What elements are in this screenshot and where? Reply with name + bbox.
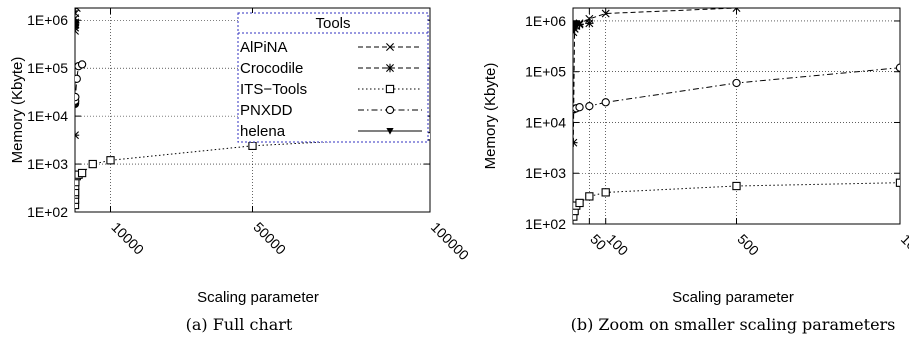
data-point-its-tools bbox=[585, 192, 594, 201]
y-axis-label: Memory (Kbyte) bbox=[482, 63, 499, 170]
y-tick-label: 1E+06 bbox=[27, 12, 68, 28]
x-tick-label: 50000 bbox=[250, 219, 289, 258]
chart-panel-full: 1E+02 1E+03 1E+04 1E+05 1E+06 10000 50000 10000… bbox=[9, 7, 472, 334]
data-point-its-tools bbox=[77, 168, 87, 178]
legend-label-crocodile: Crocodile bbox=[240, 60, 303, 77]
y-tick-label: 1E+06 bbox=[525, 13, 566, 29]
legend-marker-its-tools bbox=[385, 84, 395, 94]
data-point-its-tools bbox=[106, 156, 115, 165]
x-tick-label: 500 bbox=[734, 231, 762, 259]
data-point-pnxdd bbox=[732, 78, 741, 88]
data-point-pnxdd bbox=[585, 101, 594, 111]
data-point-pnxdd bbox=[77, 60, 87, 69]
data-point-crocodile bbox=[585, 19, 594, 28]
series-line-pnxdd bbox=[573, 67, 900, 110]
series-line-crocodile bbox=[573, 22, 590, 143]
data-point-pnxdd bbox=[601, 98, 610, 107]
legend-label-pnxdd: PNXDD bbox=[240, 102, 293, 119]
legend-box bbox=[237, 12, 429, 143]
x-axis-label: Scaling parameter bbox=[672, 289, 794, 306]
y-tick-label: 1E+02 bbox=[525, 216, 566, 232]
data-point-crocodile bbox=[575, 20, 584, 29]
legend-marker-pnxdd bbox=[385, 105, 395, 115]
series-layer bbox=[75, 8, 430, 210]
y-tick-label: 1E+04 bbox=[525, 114, 566, 130]
x-tick-label: 100 bbox=[604, 231, 632, 259]
y-tick-label: 1E+03 bbox=[525, 165, 566, 181]
data-point-helena bbox=[75, 19, 79, 27]
x-tick-label: 1000 bbox=[898, 231, 909, 264]
y-tick-label: 1E+05 bbox=[525, 64, 566, 80]
data-point-crocodile bbox=[573, 138, 578, 147]
legend-label-helena: helena bbox=[240, 123, 286, 140]
y-tick-label: 1E+05 bbox=[27, 60, 68, 76]
data-point-pnxdd bbox=[75, 74, 81, 83]
series-line-its-tools bbox=[573, 182, 900, 217]
panel-caption: (a) Full chart bbox=[186, 315, 293, 334]
data-point-its-tools bbox=[601, 188, 610, 197]
legend-label-its-tools: ITS−Tools bbox=[240, 81, 307, 98]
data-point-crocodile bbox=[75, 130, 80, 140]
series-layer bbox=[573, 8, 900, 221]
legend-title: Tools bbox=[315, 15, 350, 32]
y-tick-label: 1E+04 bbox=[27, 108, 68, 124]
panel-caption: (b) Zoom on smaller scaling parameters bbox=[571, 315, 896, 334]
data-point-pnxdd bbox=[75, 92, 80, 102]
x-tick-label: 100000 bbox=[428, 219, 472, 263]
data-point-alpina bbox=[75, 9, 80, 18]
y-tick-label: 1E+02 bbox=[27, 204, 68, 220]
data-point-its-tools bbox=[895, 178, 900, 187]
legend-marker-alpina bbox=[386, 43, 394, 51]
data-point-its-tools bbox=[88, 159, 97, 169]
data-point-alpina bbox=[75, 8, 81, 12]
y-axis-label: Memory (Kbyte) bbox=[9, 57, 26, 164]
legend-marker-helena bbox=[386, 128, 394, 135]
data-point-pnxdd bbox=[895, 63, 900, 72]
data-point-helena bbox=[573, 20, 580, 27]
data-point-crocodile bbox=[573, 24, 579, 34]
x-axis-label: Scaling parameter bbox=[197, 289, 319, 306]
data-point-alpina bbox=[601, 9, 610, 18]
data-point-pnxdd bbox=[575, 103, 584, 112]
x-tick-label: 10000 bbox=[108, 219, 147, 258]
data-point-alpina bbox=[732, 8, 741, 12]
y-tick-label: 1E+03 bbox=[27, 156, 68, 172]
data-point-its-tools bbox=[575, 198, 584, 208]
series-line-alpina bbox=[573, 8, 737, 33]
legend-label-alpina: AlPiNA bbox=[240, 39, 288, 56]
legend-marker-crocodile bbox=[385, 63, 395, 73]
data-point-its-tools bbox=[248, 141, 257, 150]
data-point-its-tools bbox=[732, 181, 741, 191]
